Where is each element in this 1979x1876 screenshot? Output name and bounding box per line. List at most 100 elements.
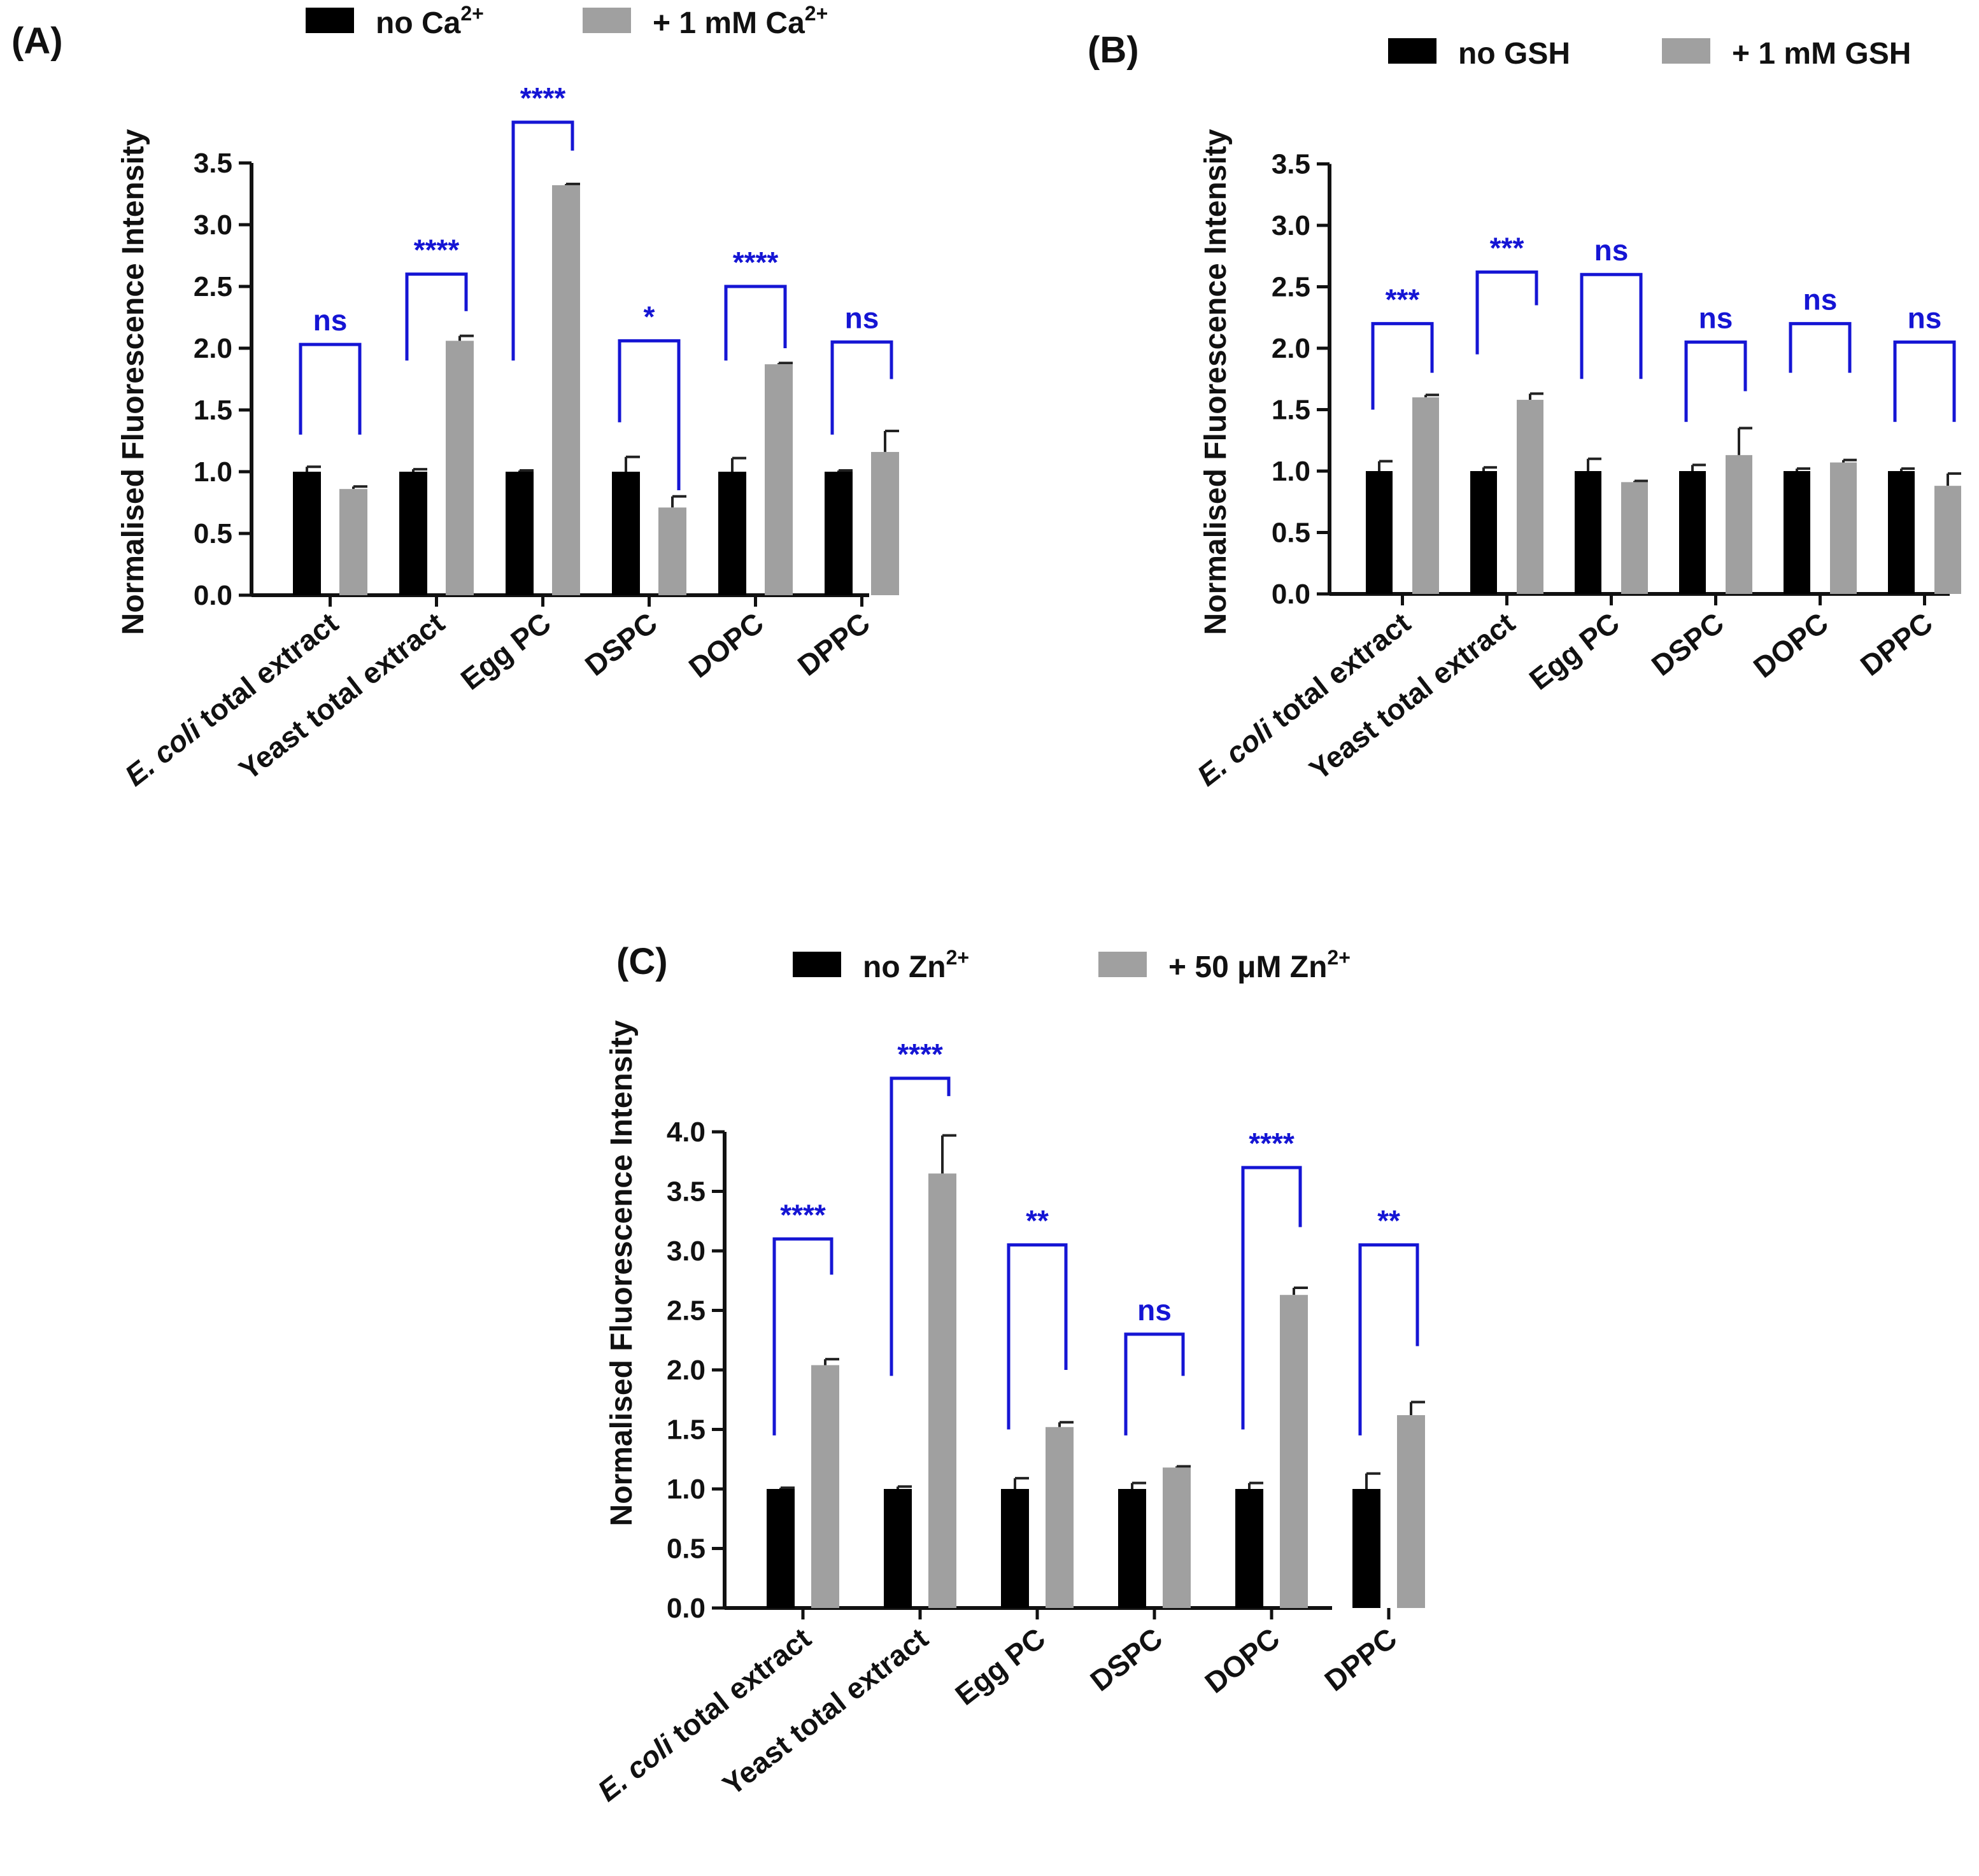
category-label-text: DOPC: [1747, 606, 1834, 684]
legend-swatch: [793, 952, 841, 977]
bar: [1888, 471, 1915, 594]
y-tick-label: 0.5: [194, 518, 232, 549]
significance-bracket: [772, 1237, 833, 1435]
category-label: DPPC: [1318, 1621, 1403, 1698]
y-tick-label: 1.5: [194, 395, 232, 426]
bar: [1621, 482, 1648, 594]
panel-label: (C): [616, 941, 668, 982]
significance-label: ****: [780, 1198, 826, 1231]
category-label-text: DSPC: [579, 606, 663, 682]
y-tick-label: 3.0: [194, 209, 232, 241]
significance-bracket: [1007, 1243, 1068, 1430]
y-tick-label: 2.5: [1272, 272, 1310, 303]
category-label: DSPC: [1084, 1621, 1168, 1698]
bar: [399, 472, 427, 595]
bar: [928, 1173, 956, 1608]
significance-bracket: [1475, 270, 1538, 355]
legend-swatch: [1098, 952, 1147, 977]
bar: [1046, 1427, 1074, 1608]
bar: [1397, 1415, 1425, 1608]
category-label-text: DSPC: [1084, 1621, 1168, 1698]
y-tick-label: 2.5: [667, 1295, 706, 1327]
bar: [552, 185, 580, 595]
bar: [339, 489, 367, 595]
legend-superscript: 2+: [1327, 946, 1350, 969]
y-tick-label: 2.0: [667, 1355, 706, 1386]
category-label: DSPC: [1645, 606, 1730, 682]
legend-superscript: 2+: [460, 2, 483, 25]
y-tick-label: 1.0: [1272, 456, 1310, 487]
legend-swatch: [306, 8, 354, 33]
significance-bracket: [890, 1076, 951, 1376]
significance-label: ****: [1249, 1127, 1295, 1160]
significance-label: ***: [1490, 231, 1524, 264]
y-tick-label: 0.0: [667, 1593, 706, 1624]
significance-bracket: [618, 339, 681, 491]
category-label: Egg PC: [949, 1621, 1051, 1712]
significance-label: ns: [313, 304, 348, 337]
bar: [1352, 1489, 1380, 1608]
bar: [1366, 471, 1393, 594]
category-label-text: Yeast total extract: [716, 1621, 934, 1802]
significance-label: ****: [520, 81, 566, 115]
legend-label: no Zn2+: [863, 946, 969, 984]
bar: [1784, 471, 1810, 594]
bar: [1517, 400, 1543, 594]
significance-label: ****: [733, 246, 779, 279]
category-label: Egg PC: [1523, 606, 1626, 696]
y-tick-label: 3.5: [194, 148, 232, 179]
y-tick-label: 3.0: [1272, 210, 1310, 241]
bar: [1001, 1489, 1029, 1608]
significance-label: **: [1377, 1204, 1400, 1238]
legend-superscript: 2+: [805, 2, 828, 25]
category-label-text: DOPC: [1198, 1621, 1286, 1700]
category-label: Egg PC: [455, 606, 557, 696]
category-label-text: DSPC: [1645, 606, 1730, 682]
significance-bracket: [1371, 321, 1434, 410]
legend-label: + 1 mM Ca2+: [653, 2, 828, 40]
bar: [825, 472, 853, 595]
significance-bracket: [299, 342, 362, 435]
y-tick-label: 1.0: [194, 456, 232, 488]
y-tick-label: 4.0: [667, 1117, 706, 1148]
bar: [1280, 1295, 1308, 1608]
category-label: DOPC: [1198, 1621, 1286, 1700]
bar: [884, 1489, 912, 1608]
bar: [1118, 1489, 1146, 1608]
category-label-italic: E. coli: [118, 713, 208, 793]
significance-bracket: [1580, 272, 1643, 379]
y-axis-label: Normalised Fluorescence Intensity: [605, 1020, 639, 1526]
category-label: E. coli total extract: [592, 1621, 817, 1808]
significance-label: ****: [414, 234, 460, 267]
category-label: DPPC: [791, 606, 876, 682]
bar: [871, 451, 899, 595]
y-axis-label: Normalised Fluorescence Intensity: [117, 129, 150, 635]
category-label-text: Egg PC: [455, 606, 557, 696]
bar: [1412, 397, 1439, 594]
legend-superscript: 2+: [946, 946, 969, 969]
significance-bracket: [511, 120, 574, 361]
category-label: Yeast total extract: [716, 1621, 934, 1802]
bar: [1830, 462, 1857, 594]
panel-label: (A): [11, 20, 63, 62]
significance-bracket: [1684, 340, 1747, 422]
legend-swatch: [1388, 38, 1436, 64]
significance-label: ns: [845, 301, 879, 334]
category-label: DOPC: [683, 606, 770, 684]
significance-label: **: [1026, 1204, 1049, 1238]
y-tick-label: 0.5: [667, 1534, 706, 1565]
y-tick-label: 3.0: [667, 1236, 706, 1267]
significance-label: *: [644, 300, 655, 333]
bar: [506, 472, 534, 595]
category-label-text: DPPC: [1318, 1621, 1403, 1698]
category-label-text: Egg PC: [949, 1621, 1051, 1712]
category-label-text: DPPC: [1854, 606, 1939, 682]
significance-label: ns: [1137, 1294, 1172, 1327]
category-label-italic: E. coli: [592, 1728, 681, 1808]
significance-bracket: [405, 272, 468, 361]
y-tick-label: 2.5: [194, 271, 232, 302]
bar: [1235, 1489, 1263, 1608]
bar: [811, 1365, 839, 1608]
significance-bracket: [1789, 321, 1852, 373]
